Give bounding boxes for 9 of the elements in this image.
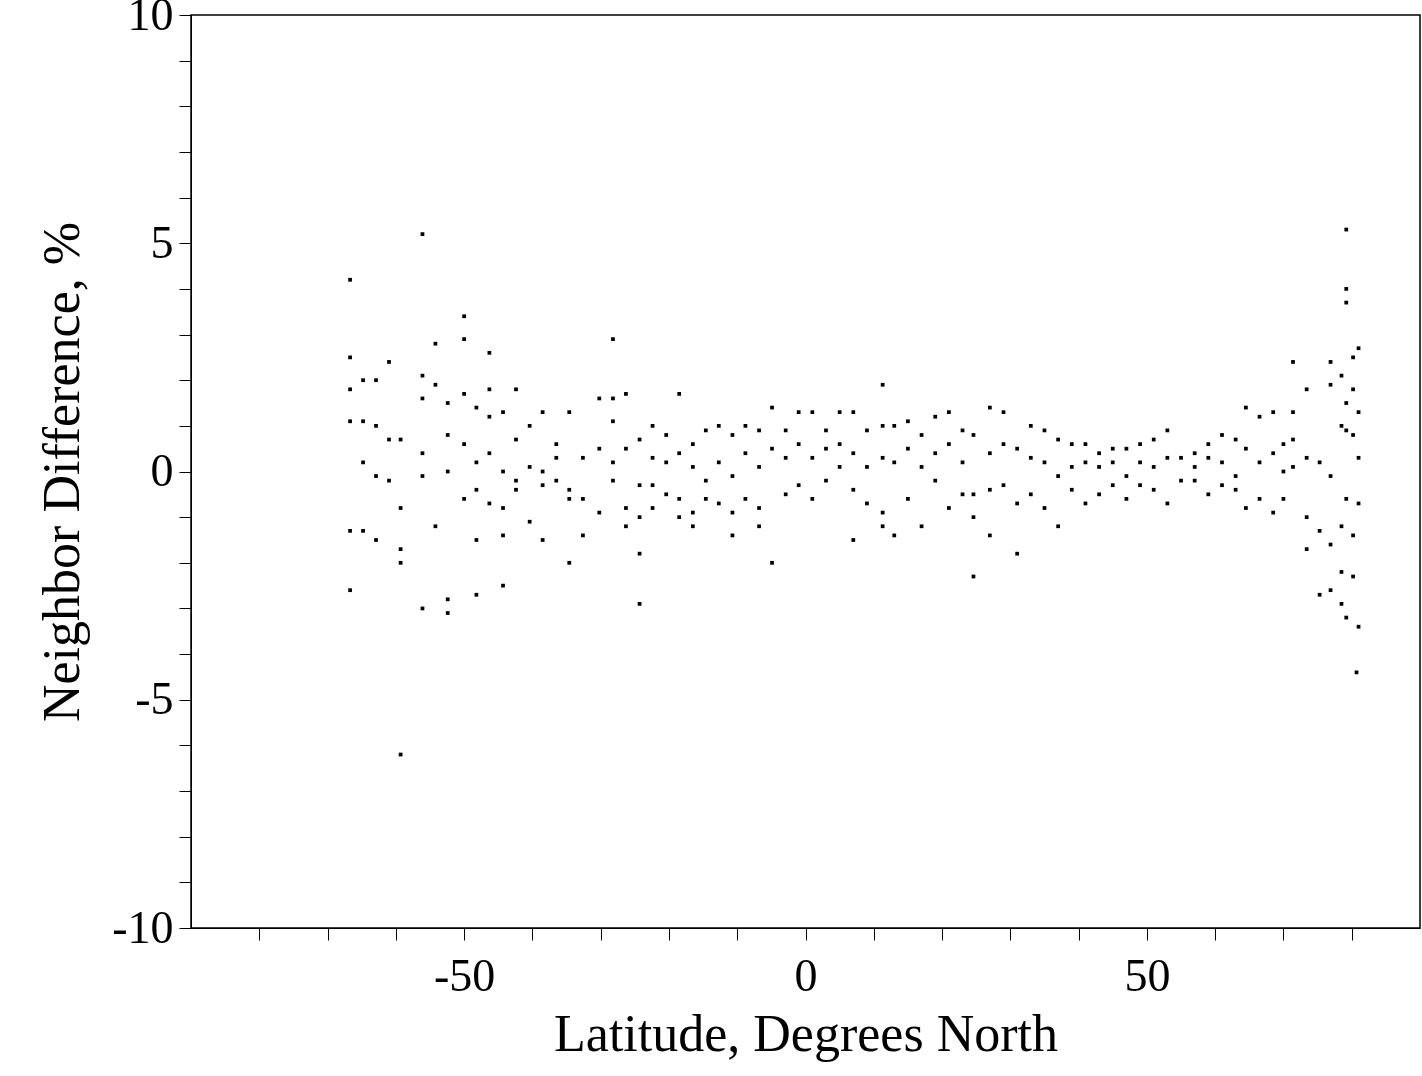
y-tick-label: -5 [135, 673, 174, 725]
y-tick-label: 5 [150, 216, 174, 268]
x-tick-label: 0 [794, 949, 818, 1001]
x-tick-label: 50 [1124, 949, 1171, 1001]
x-axis-title: Latitude, Degrees North [554, 1004, 1058, 1062]
y-axis-title: Neighbor Difference, % [33, 221, 91, 723]
y-tick-label: -10 [112, 901, 174, 953]
y-tick-label: 0 [150, 445, 174, 496]
x-tick-label: -50 [433, 949, 496, 1001]
